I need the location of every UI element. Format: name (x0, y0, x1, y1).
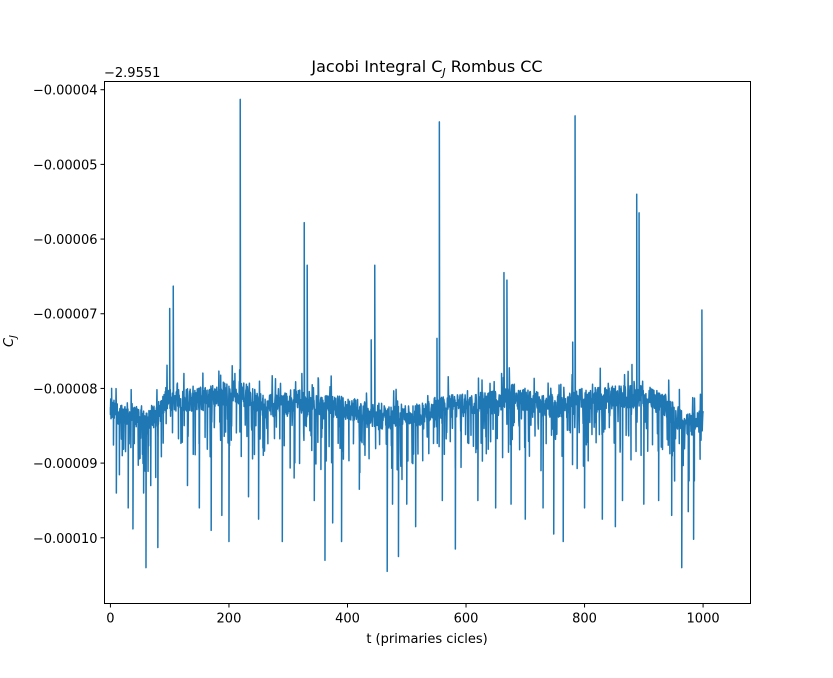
x-axis-label: t (primaries cicles) (366, 632, 487, 647)
chart-title-suffix: Rombus CC (446, 57, 543, 76)
chart-title: Jacobi Integral CJ Rombus CC (310, 57, 542, 79)
y-tick-label: −0.00010 (33, 532, 98, 547)
x-axis: 0 200 400 600 800 1000 (106, 603, 720, 627)
y-axis-label: CJ (2, 335, 19, 347)
y-tick-label: −0.00008 (33, 382, 98, 397)
x-tick-label: 800 (572, 612, 597, 627)
plot-frame (104, 81, 751, 604)
jacobi-integral-series-line (109, 98, 704, 573)
y-tick-label: −0.00005 (33, 158, 98, 173)
x-tick-label: 0 (106, 612, 114, 627)
x-tick-label: 600 (454, 612, 479, 627)
plot-area (109, 98, 704, 573)
chart-title-subscript: J (440, 66, 445, 79)
y-tick-label: −0.00006 (33, 233, 98, 248)
x-tick-label: 1000 (687, 612, 720, 627)
x-tick-label: 400 (335, 612, 360, 627)
y-axis-label-subscript: J (8, 335, 19, 340)
x-tick-label: 200 (217, 612, 242, 627)
y-offset-label: −2.9551 (104, 66, 160, 81)
y-tick-label: −0.00004 (33, 84, 98, 99)
y-axis: −0.00004 −0.00005 −0.00006 −0.00007 −0.00008… (33, 84, 105, 547)
y-tick-label: −0.00007 (33, 308, 98, 323)
y-tick-label: −0.00009 (33, 457, 98, 472)
